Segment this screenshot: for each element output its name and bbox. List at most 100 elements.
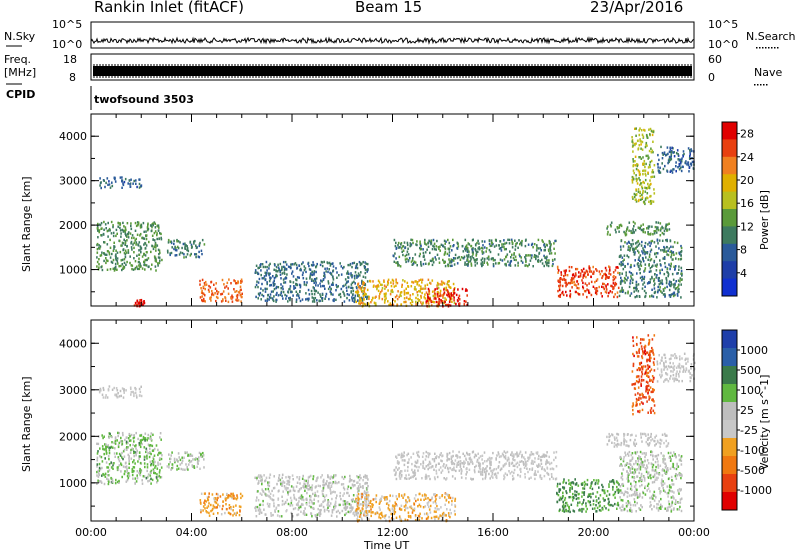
data-cell <box>106 177 109 180</box>
data-cell <box>655 255 658 259</box>
data-cell <box>159 251 161 255</box>
data-cell <box>298 283 301 286</box>
data-cell <box>364 265 366 269</box>
data-cell <box>105 253 108 256</box>
data-cell <box>347 485 350 488</box>
data-cell <box>642 283 644 286</box>
data-cell <box>327 270 329 274</box>
data-cell <box>578 293 580 296</box>
data-cell <box>418 503 421 506</box>
data-cell <box>633 172 635 175</box>
data-cell <box>120 235 122 238</box>
data-cell <box>295 498 298 501</box>
data-cell <box>357 299 359 302</box>
data-cell <box>147 223 149 227</box>
data-cell <box>222 500 225 503</box>
data-cell <box>267 483 269 487</box>
data-cell <box>309 273 312 277</box>
data-cell <box>303 479 306 482</box>
data-cell <box>227 511 230 514</box>
data-cell <box>365 511 368 514</box>
data-cell <box>126 446 128 449</box>
data-cell <box>132 477 134 480</box>
data-cell <box>304 483 307 487</box>
data-cell <box>335 267 337 270</box>
data-cell <box>336 276 338 279</box>
data-cell <box>438 508 440 511</box>
data-cell <box>634 155 637 158</box>
data-cell <box>454 253 457 257</box>
data-cell <box>636 295 638 298</box>
data-cell <box>385 297 387 300</box>
data-cell <box>645 143 647 147</box>
data-cell <box>333 299 335 303</box>
data-cell <box>641 185 643 188</box>
data-cell <box>392 279 395 283</box>
data-cell <box>199 499 202 502</box>
data-cell <box>366 262 369 266</box>
data-cell <box>615 266 617 269</box>
data-cell <box>358 499 360 503</box>
data-cell <box>257 490 259 493</box>
data-cell <box>668 247 671 250</box>
data-cell <box>96 452 99 455</box>
data-cell <box>600 292 602 295</box>
data-cell <box>118 459 121 463</box>
data-cell <box>281 495 283 498</box>
data-cell <box>536 464 538 467</box>
data-cell <box>127 453 130 457</box>
data-cell <box>440 280 443 283</box>
data-cell <box>309 498 312 501</box>
data-cell <box>561 290 564 294</box>
data-cell <box>181 456 183 459</box>
data-cell <box>331 497 333 501</box>
data-cell <box>195 255 197 259</box>
data-cell <box>326 508 328 511</box>
data-cell <box>650 270 652 273</box>
data-cell <box>140 251 142 254</box>
data-cell <box>131 248 133 251</box>
data-cell <box>211 293 213 296</box>
data-cell <box>466 263 468 266</box>
data-cell <box>433 242 436 245</box>
data-cell <box>184 451 186 454</box>
data-cell <box>680 246 683 250</box>
data-cell <box>372 503 374 507</box>
data-cell <box>486 465 488 468</box>
data-cell <box>125 263 127 266</box>
data-cell <box>433 292 436 295</box>
data-cell <box>631 273 634 276</box>
data-cell <box>138 260 140 264</box>
data-cell <box>436 292 439 296</box>
data-cell <box>656 162 659 166</box>
data-cell <box>206 511 208 514</box>
data-cell <box>552 467 555 471</box>
nsky-panel-frame <box>90 21 695 49</box>
data-cell <box>564 272 566 275</box>
data-cell <box>626 227 628 230</box>
nsearch-dot <box>768 47 770 49</box>
data-cell <box>425 473 427 477</box>
data-cell <box>125 440 128 443</box>
data-cell <box>680 158 683 162</box>
data-cell <box>366 487 369 490</box>
data-cell <box>390 303 393 307</box>
data-cell <box>186 247 189 250</box>
data-cell <box>105 449 108 453</box>
data-cell <box>633 231 635 234</box>
data-cell <box>231 496 233 500</box>
data-cell <box>514 244 517 248</box>
data-cell <box>208 511 210 515</box>
data-cell <box>674 268 676 271</box>
data-cell <box>533 255 536 259</box>
data-cell <box>289 285 292 288</box>
data-cell <box>406 506 409 510</box>
data-cell <box>357 289 359 292</box>
data-cell <box>423 512 426 516</box>
data-cell <box>132 470 134 473</box>
data-cell <box>682 155 684 158</box>
data-cell <box>183 456 185 459</box>
data-cell <box>177 240 180 243</box>
data-cell <box>433 289 436 292</box>
data-cell <box>677 158 679 161</box>
